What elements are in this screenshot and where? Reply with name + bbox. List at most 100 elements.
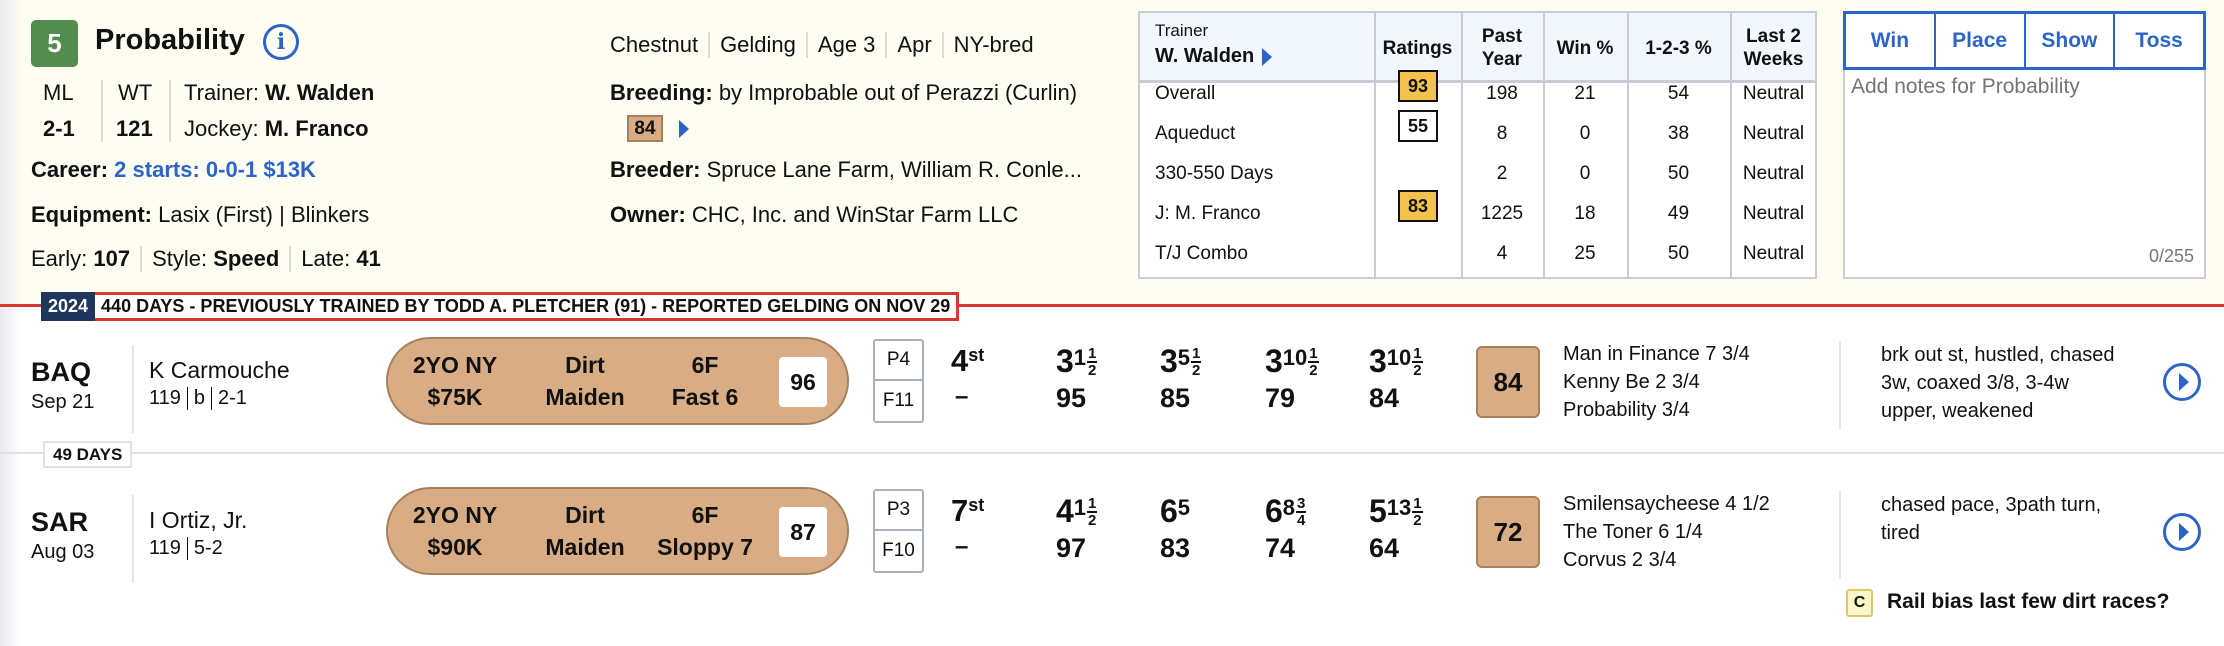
call-figure: 85 — [1160, 383, 1191, 413]
post-position: P3 — [875, 491, 922, 531]
trainer-name: W. Walden — [1155, 45, 1255, 67]
fraction-denominator: 2 — [1088, 512, 1097, 529]
stat-past_year: 4 — [1496, 243, 1508, 264]
race-meta-item: 119 — [149, 537, 181, 559]
pace-info: Early: 107 Style: Speed Late: 41 — [31, 246, 391, 272]
info-icon[interactable]: i — [263, 24, 299, 60]
race-date: Sep 21 — [31, 391, 95, 413]
early-pace: Early: 107 — [31, 246, 140, 272]
owner-info: Owner: CHC, Inc. and WinStar Farm LLC — [610, 202, 1018, 228]
layoff-banner: 2024 440 DAYS - PREVIOUSLY TRAINED BY TOD… — [41, 292, 960, 321]
style-label: Style: — [152, 246, 208, 271]
play-replay-button[interactable] — [2163, 363, 2201, 401]
fraction-denominator: 2 — [1413, 362, 1422, 379]
notes-input[interactable] — [1851, 75, 2196, 235]
column-divider — [1627, 13, 1629, 277]
banner-message: 440 DAYS - PREVIOUSLY TRAINED BY TODD A.… — [101, 296, 951, 316]
breeding-rating: 84 — [627, 115, 663, 142]
owner-value: CHC, Inc. and WinStar Farm LLC — [691, 202, 1019, 227]
career-link[interactable]: 2 starts: 0-0-1 $13K — [114, 157, 316, 182]
race-date: Aug 03 — [31, 541, 95, 563]
early-label: Early: — [31, 246, 88, 271]
trainer-label: Trainer — [1155, 21, 1209, 40]
call-pos: 3 — [1369, 343, 1387, 379]
stat-win: 21 — [1574, 83, 1596, 104]
banner-year: 2024 — [41, 292, 96, 321]
race-surface: Dirt Maiden — [545, 499, 624, 563]
column-header: Win % — [1556, 38, 1614, 59]
race-row: SAR Aug 03 I Ortiz, Jr. 119 5-2 2YO NY $90K Dir… — [0, 487, 2224, 597]
top-finisher: Kenny Be 2 3/4 — [1563, 371, 1700, 393]
career-label: Career: — [31, 157, 109, 182]
stat-itm: 49 — [1667, 203, 1690, 224]
post-field-box: P3 F10 — [873, 489, 924, 573]
race-conditions-pill[interactable]: 2YO NY $75K Dirt Maiden 6F Fast 6 96 — [386, 337, 849, 425]
divider — [1839, 491, 1841, 579]
expand-arrow-icon[interactable] — [679, 120, 689, 138]
fraction-denominator: 2 — [1413, 512, 1422, 529]
finish-suffix: st — [968, 345, 985, 365]
call-lengths: 1 — [1073, 345, 1087, 370]
call-lengths: 10 — [1386, 345, 1412, 370]
divider — [132, 345, 134, 433]
toss-button[interactable]: Toss — [2113, 14, 2203, 67]
distance-line: Fast 6 — [671, 384, 739, 410]
fraction-numerator: 1 — [1087, 495, 1098, 513]
race-rating: 87 — [779, 507, 827, 557]
top-finisher: Man in Finance 7 3/4 — [1563, 343, 1750, 365]
stat-last2: Neutral — [1742, 83, 1805, 104]
horse-name: Probability — [95, 24, 245, 56]
call-lengths: 5 — [1177, 495, 1191, 520]
call-position: 3 10 1 2 — [1265, 343, 1319, 380]
call-lengths: 8 — [1282, 495, 1296, 520]
jockey-label: Jockey: — [184, 116, 259, 141]
race-weight-meds-odds: 119 b 2-1 — [149, 387, 253, 410]
trainer-name: W. Walden — [265, 80, 375, 105]
show-button[interactable]: Show — [2023, 14, 2114, 67]
career-info: Career: 2 starts: 0-0-1 $13K — [31, 157, 316, 183]
stat-itm: 50 — [1667, 243, 1690, 264]
race-conditions-pill[interactable]: 2YO NY $90K Dirt Maiden 6F Sloppy 7 87 — [386, 487, 849, 575]
table-header — [1140, 13, 1815, 83]
column-divider — [1461, 13, 1463, 277]
stat-last2: Neutral — [1742, 243, 1805, 264]
jockey-name: K Carmouche — [149, 357, 290, 383]
fraction-denominator: 2 — [1192, 362, 1201, 379]
ml-label: ML — [43, 80, 74, 105]
call-position: 5 13 1 2 — [1369, 493, 1423, 530]
style-value: Speed — [213, 246, 280, 271]
comment-badge[interactable]: C — [1846, 589, 1873, 617]
race_class-line: 2YO NY — [412, 502, 498, 528]
play-icon — [2179, 523, 2189, 541]
place-button[interactable]: Place — [1933, 14, 2024, 67]
call-pos: 6 — [1160, 493, 1178, 529]
race_class-line: $90K — [427, 534, 483, 560]
breeding-info: Breeding: by Improbable out of Perazzi (… — [610, 80, 1077, 106]
call-lengths: 10 — [1282, 345, 1308, 370]
distance-line: 6F — [691, 352, 719, 378]
call-figure: 97 — [1056, 533, 1087, 563]
stat-past_year: 198 — [1486, 83, 1518, 104]
race-meta-item: b — [186, 387, 211, 410]
finish-below: – — [955, 383, 969, 410]
top-finisher: Probability 3/4 — [1563, 399, 1690, 421]
play-replay-button[interactable] — [2163, 513, 2201, 551]
track-code: SAR — [31, 507, 89, 537]
stat-past_year: 8 — [1496, 123, 1508, 144]
trainer-stats-table: Trainer W. Walden Ratings Past Year Win % 1… — [1138, 11, 1817, 279]
late-label: Late: — [301, 246, 351, 271]
equipment-info: Equipment: Lasix (First) | Blinkers — [31, 202, 369, 228]
win-button[interactable]: Win — [1870, 28, 1910, 52]
horse-attribute: Gelding — [708, 32, 806, 58]
trainer-link[interactable]: W. Walden — [1155, 45, 1273, 68]
stat-win: 18 — [1574, 203, 1596, 224]
fraction-numerator: 3 — [1296, 495, 1307, 513]
stat-past_year: 2 — [1496, 163, 1508, 184]
column-header: Ratings — [1382, 38, 1453, 59]
race-surface: Dirt Maiden — [545, 349, 624, 413]
call-pos: 6 — [1265, 493, 1283, 529]
